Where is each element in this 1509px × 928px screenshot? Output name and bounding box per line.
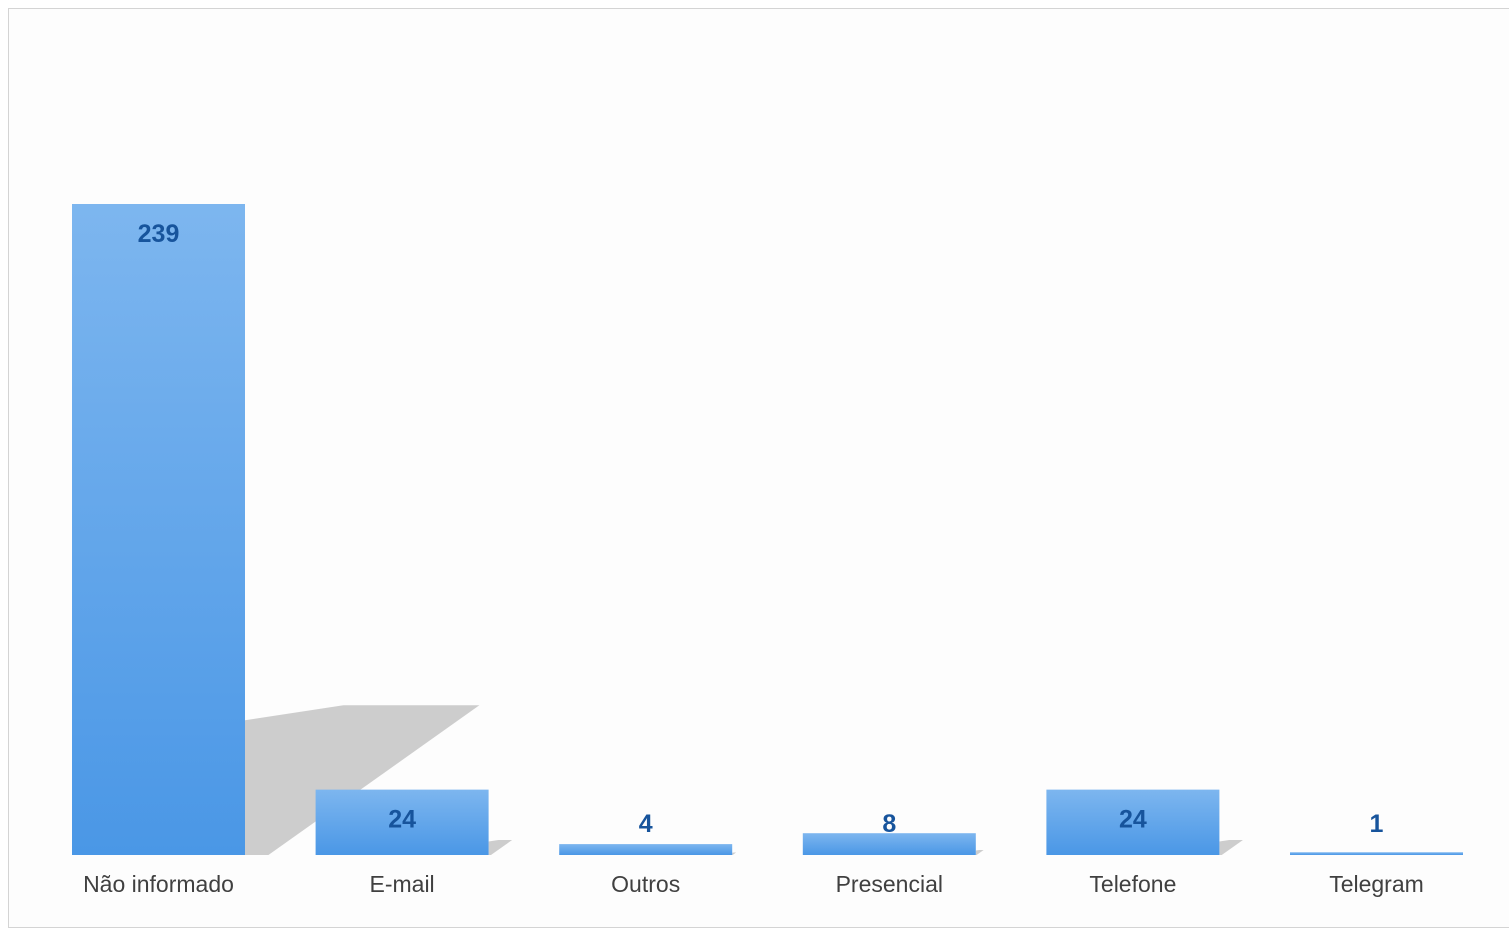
category-label-e-mail: E-mail [370, 871, 435, 897]
bar-shadow-e-mail [488, 839, 513, 855]
category-label-nao-informado: Não informado [83, 871, 234, 897]
bar-shadow-telefone [1219, 839, 1243, 855]
value-label-outros: 4 [639, 810, 653, 838]
bar-telefone[interactable] [1046, 789, 1220, 855]
bar-e-mail[interactable] [315, 789, 489, 855]
bars [72, 204, 1463, 855]
bar-shadows [245, 705, 1243, 855]
category-label-telefone: Telefone [1089, 871, 1176, 897]
value-label-e-mail: 24 [388, 806, 416, 834]
value-label-nao-informado: 239 [138, 220, 180, 248]
value-label-telefone: 24 [1119, 806, 1147, 834]
bar-shadow-nao-informado [245, 705, 480, 855]
bar-telegram[interactable] [1290, 852, 1463, 855]
bar-presencial[interactable] [802, 833, 976, 855]
value-labels: 239 24 4 8 24 1 [138, 220, 1384, 838]
category-label-presencial: Presencial [836, 871, 943, 897]
bar-shadow-presencial [975, 849, 984, 855]
category-labels: Não informado E-mail Outros Presencial Telef… [83, 871, 1424, 897]
value-label-telegram: 1 [1370, 810, 1384, 838]
category-label-telegram: Telegram [1329, 871, 1424, 897]
category-label-outros: Outros [611, 871, 680, 897]
bar-nao-informado[interactable] [72, 204, 245, 855]
value-label-presencial: 8 [882, 810, 896, 838]
bar-outros[interactable] [559, 844, 733, 855]
bar-shadow-outros [732, 852, 737, 855]
